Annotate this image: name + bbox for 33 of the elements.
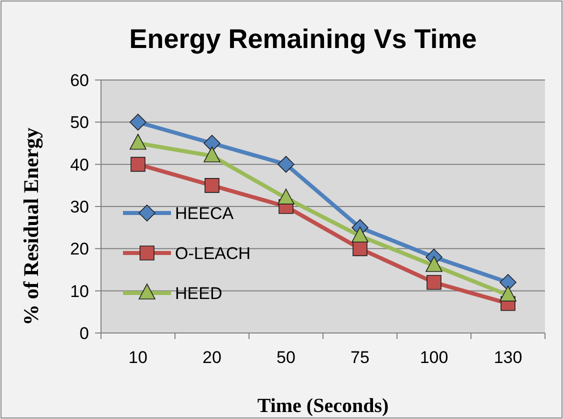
y-tick-label: 10 xyxy=(70,282,89,301)
point xyxy=(204,146,220,162)
point xyxy=(500,286,516,302)
legend-label: HEED xyxy=(175,284,222,303)
x-tick-label: 75 xyxy=(350,348,370,367)
legend-label: O-LEACH xyxy=(175,244,251,263)
legend-label: HEECA xyxy=(175,204,234,223)
point xyxy=(130,156,146,172)
point xyxy=(352,241,368,256)
point xyxy=(278,188,294,204)
chart-title: Energy Remaining Vs Time xyxy=(129,24,477,54)
point xyxy=(500,274,516,291)
y-tick-label: 30 xyxy=(70,198,89,216)
y-axis-title: % of Residual Energy xyxy=(19,127,43,326)
y-tick-label: 50 xyxy=(70,113,89,132)
x-tick-label: 50 xyxy=(276,348,296,367)
x-tick-label: 10 xyxy=(128,348,148,367)
x-tick-label: 100 xyxy=(420,348,448,367)
point xyxy=(426,275,442,290)
point xyxy=(130,134,146,150)
y-tick-label: 20 xyxy=(70,240,89,259)
point xyxy=(204,178,220,193)
x-axis-title: Time (Seconds) xyxy=(257,395,389,417)
x-tick-label: 20 xyxy=(202,348,222,367)
point xyxy=(130,114,146,131)
y-tick-label: 0 xyxy=(80,324,89,343)
y-tick-label: 40 xyxy=(70,155,89,174)
y-tick-label: 60 xyxy=(70,71,89,90)
point xyxy=(278,156,294,173)
x-tick-label: 130 xyxy=(494,348,522,367)
point xyxy=(204,134,220,152)
point xyxy=(352,226,368,242)
point xyxy=(426,256,442,272)
